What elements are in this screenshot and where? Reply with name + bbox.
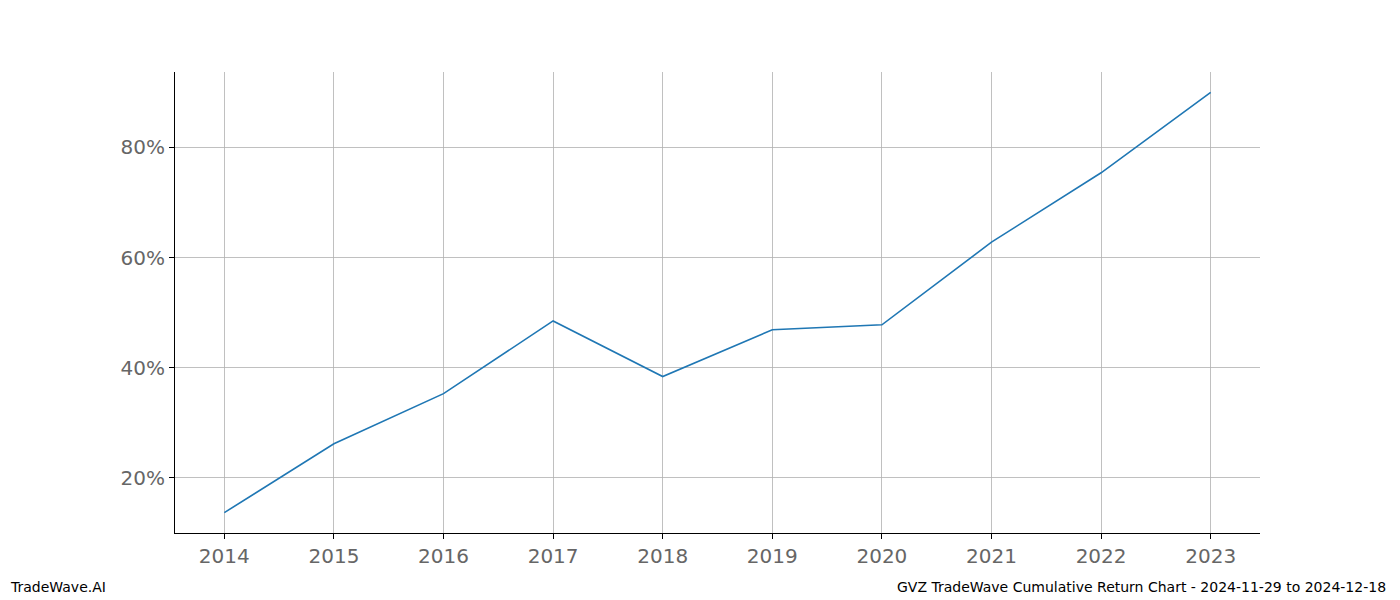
svg-text:2018: 2018	[637, 544, 688, 568]
svg-text:2023: 2023	[1185, 544, 1236, 568]
svg-text:2021: 2021	[966, 544, 1017, 568]
svg-text:20%: 20%	[121, 466, 165, 490]
svg-text:2016: 2016	[418, 544, 469, 568]
svg-text:2014: 2014	[199, 544, 250, 568]
svg-text:40%: 40%	[121, 356, 165, 380]
svg-text:2017: 2017	[528, 544, 579, 568]
svg-text:80%: 80%	[121, 135, 165, 159]
svg-text:2019: 2019	[747, 544, 798, 568]
svg-text:GVZ TradeWave Cumulative Retur: GVZ TradeWave Cumulative Return Chart - …	[897, 579, 1386, 595]
svg-text:2022: 2022	[1076, 544, 1127, 568]
svg-text:2015: 2015	[308, 544, 359, 568]
svg-text:2020: 2020	[856, 544, 907, 568]
svg-text:TradeWave.AI: TradeWave.AI	[10, 579, 106, 595]
svg-text:60%: 60%	[121, 246, 165, 270]
